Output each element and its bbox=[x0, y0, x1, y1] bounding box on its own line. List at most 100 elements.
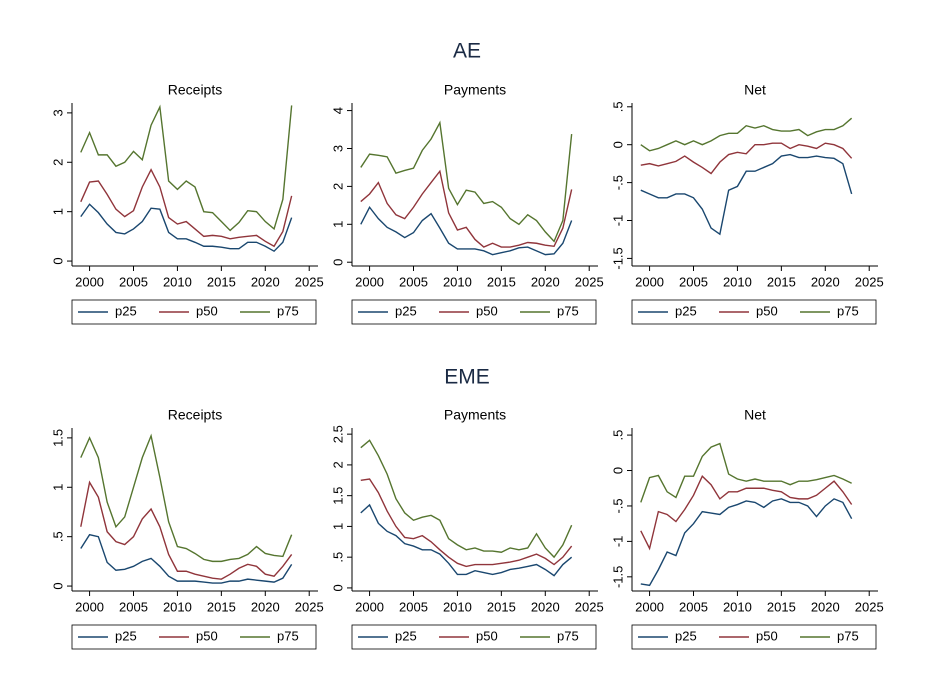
x-tick-label: 2015 bbox=[487, 599, 516, 614]
x-tick-label: 2000 bbox=[355, 599, 384, 614]
y-tick-label: -.5 bbox=[610, 498, 625, 513]
x-tick-label: 2005 bbox=[399, 599, 428, 614]
x-tick-label: 2010 bbox=[723, 599, 752, 614]
y-tick-label: .5 bbox=[50, 531, 65, 542]
series-line bbox=[640, 142, 853, 175]
legend-label: p50 bbox=[476, 628, 498, 643]
y-tick-label: 2 bbox=[50, 159, 65, 166]
legend-label: p25 bbox=[675, 628, 697, 643]
x-tick-label: 2005 bbox=[679, 599, 708, 614]
legend-label: p50 bbox=[756, 628, 778, 643]
panel-title: Payments bbox=[444, 407, 506, 423]
legend-box bbox=[631, 299, 877, 325]
series-line bbox=[80, 104, 293, 232]
y-tick-label: .5 bbox=[610, 430, 625, 441]
legend-box bbox=[631, 624, 877, 650]
legend-label: p75 bbox=[837, 303, 859, 318]
legend-label: p25 bbox=[115, 303, 137, 318]
legend-label: p75 bbox=[277, 303, 299, 318]
x-tick-label: 2010 bbox=[163, 599, 192, 614]
legend-label: p25 bbox=[395, 628, 417, 643]
legend-label: p25 bbox=[675, 303, 697, 318]
x-tick-label: 2015 bbox=[767, 599, 796, 614]
x-tick-label: 2025 bbox=[575, 599, 604, 614]
legend-label: p75 bbox=[557, 303, 579, 318]
x-tick-label: 2000 bbox=[75, 274, 104, 289]
panel-title: Payments bbox=[444, 82, 506, 98]
x-tick-label: 2010 bbox=[163, 274, 192, 289]
x-tick-label: 2015 bbox=[487, 274, 516, 289]
series-line bbox=[640, 442, 852, 503]
legend-label: p50 bbox=[476, 303, 498, 318]
x-tick-label: 2010 bbox=[443, 274, 472, 289]
y-tick-label: 1 bbox=[330, 221, 345, 228]
legend-label: p50 bbox=[756, 303, 778, 318]
y-tick-label: 4 bbox=[330, 107, 345, 114]
panel-title: Receipts bbox=[168, 82, 222, 98]
series-line bbox=[80, 168, 293, 248]
x-tick-label: 2000 bbox=[355, 274, 384, 289]
y-tick-label: 0 bbox=[330, 259, 345, 266]
y-tick-label: 0 bbox=[50, 257, 65, 264]
series-line bbox=[360, 503, 573, 577]
series-line bbox=[80, 433, 293, 563]
series-line bbox=[640, 117, 853, 152]
x-tick-label: 2015 bbox=[767, 274, 796, 289]
y-tick-label: 0 bbox=[50, 582, 65, 589]
legend-label: p25 bbox=[395, 303, 417, 318]
x-tick-label: 2015 bbox=[207, 599, 236, 614]
series-line bbox=[80, 533, 293, 584]
x-tick-label: 2025 bbox=[855, 599, 884, 614]
panel-title: Net bbox=[744, 82, 766, 98]
x-tick-label: 2025 bbox=[855, 274, 884, 289]
series-line bbox=[360, 205, 573, 256]
series-line bbox=[640, 498, 853, 587]
legend-label: p25 bbox=[115, 628, 137, 643]
x-tick-label: 2025 bbox=[295, 274, 324, 289]
y-tick-label: 1.5 bbox=[330, 487, 345, 505]
legend-box bbox=[351, 624, 597, 650]
y-tick-label: 2 bbox=[330, 461, 345, 468]
y-tick-label: -1.5 bbox=[610, 247, 625, 269]
y-tick-label: 3 bbox=[330, 145, 345, 152]
x-tick-label: 2020 bbox=[811, 599, 840, 614]
panel-title: Net bbox=[744, 407, 766, 423]
x-tick-label: 2020 bbox=[531, 599, 560, 614]
series-line bbox=[360, 478, 573, 568]
y-tick-label: 1.5 bbox=[50, 429, 65, 447]
x-tick-label: 2000 bbox=[75, 599, 104, 614]
x-tick-label: 2000 bbox=[635, 274, 664, 289]
y-tick-label: 0 bbox=[330, 584, 345, 591]
series-line bbox=[640, 475, 853, 551]
x-tick-label: 2005 bbox=[119, 599, 148, 614]
y-tick-label: 1 bbox=[330, 523, 345, 530]
series-line bbox=[80, 203, 293, 253]
series-line bbox=[360, 120, 573, 243]
legend-label: p75 bbox=[837, 628, 859, 643]
legend-label: p75 bbox=[277, 628, 299, 643]
x-tick-label: 2020 bbox=[251, 599, 280, 614]
legend-label: p75 bbox=[557, 628, 579, 643]
x-tick-label: 2020 bbox=[251, 274, 280, 289]
series-line bbox=[360, 439, 573, 559]
legend-box bbox=[351, 299, 597, 325]
y-tick-label: 3 bbox=[50, 109, 65, 116]
series-line bbox=[360, 169, 573, 248]
series-line bbox=[80, 480, 293, 580]
x-tick-label: 2005 bbox=[679, 274, 708, 289]
x-tick-label: 2025 bbox=[295, 599, 324, 614]
x-tick-label: 2005 bbox=[399, 274, 428, 289]
y-tick-label: -.5 bbox=[610, 175, 625, 190]
y-tick-label: 2.5 bbox=[330, 425, 345, 443]
x-tick-label: 2020 bbox=[811, 274, 840, 289]
y-tick-label: 1 bbox=[50, 484, 65, 491]
y-tick-label: .5 bbox=[610, 101, 625, 112]
x-tick-label: 2010 bbox=[723, 274, 752, 289]
group-title: AE bbox=[453, 40, 481, 63]
x-tick-label: 2015 bbox=[207, 274, 236, 289]
y-tick-label: .5 bbox=[330, 552, 345, 563]
y-tick-label: 0 bbox=[610, 467, 625, 474]
legend-label: p50 bbox=[196, 628, 218, 643]
